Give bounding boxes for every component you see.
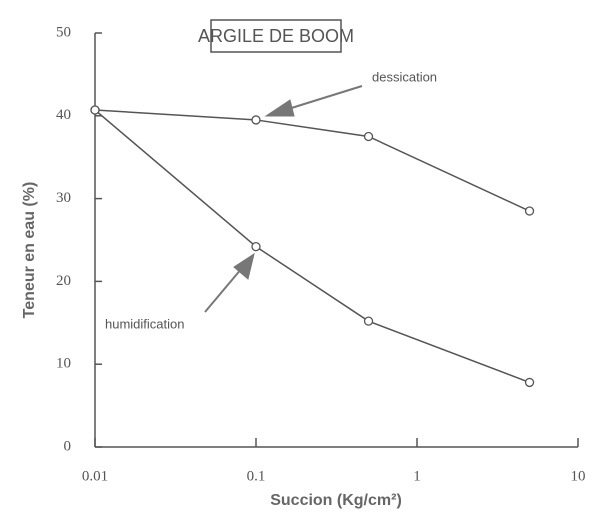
y-axis-label: Teneur en eau (%)	[21, 182, 38, 319]
arrow	[264, 85, 363, 117]
series-line	[94, 109, 530, 384]
y-tick-label: 10	[56, 356, 71, 372]
annotation: dessication	[372, 69, 437, 84]
arrow	[204, 252, 255, 313]
y-tick-label: 20	[56, 273, 71, 289]
point	[90, 105, 100, 115]
point	[524, 206, 535, 216]
x-tick-label: 0.1	[247, 468, 266, 484]
chart-title: ARGILE DE BOOM	[198, 26, 354, 46]
x-tick-label: 10	[571, 468, 586, 484]
y-tick-label: 0	[64, 438, 72, 454]
title-box	[210, 19, 342, 53]
point	[251, 115, 261, 125]
y-tick-label: 40	[56, 107, 71, 123]
y-tick-label: 50	[56, 24, 71, 40]
x-tick-label: 1	[413, 468, 421, 484]
y-tick-label: 30	[56, 190, 71, 206]
x-axis-label: Succion (Kg/cm²)	[270, 492, 402, 509]
point	[363, 131, 374, 142]
series-line	[94, 109, 530, 212]
point	[524, 377, 535, 388]
annotation: humidification	[105, 316, 185, 331]
x-tick-label: 0.01	[82, 468, 108, 484]
point	[363, 316, 374, 326]
point	[251, 241, 261, 252]
